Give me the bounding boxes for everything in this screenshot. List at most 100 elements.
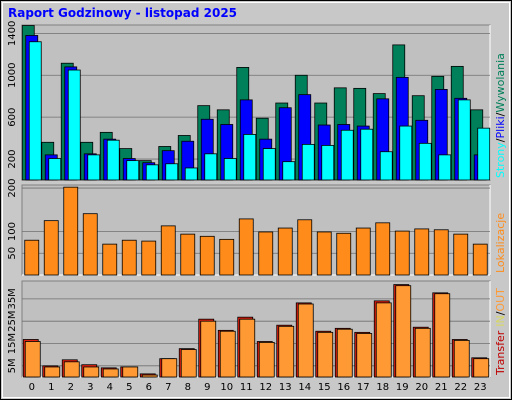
bar — [204, 153, 218, 181]
y-tick-label: 1400 — [7, 21, 18, 46]
bar — [63, 186, 79, 276]
bar — [297, 303, 314, 378]
bar — [399, 125, 413, 181]
bar — [82, 213, 98, 276]
bar — [453, 339, 470, 378]
bar — [340, 129, 354, 181]
bar — [375, 222, 391, 276]
x-tick-label: 18 — [376, 382, 389, 393]
bar — [219, 238, 235, 276]
bar — [199, 235, 215, 276]
y-tick-label: 50 — [7, 247, 18, 260]
bar — [414, 228, 430, 276]
legend-entry: Pliki — [494, 116, 507, 138]
x-tick-label: 2 — [68, 382, 74, 393]
x-tick-label: 0 — [29, 382, 35, 393]
bar — [336, 232, 352, 276]
bar — [282, 161, 296, 181]
legend-separator: / — [494, 311, 507, 315]
x-tick-label: 4 — [107, 382, 113, 393]
bar — [414, 327, 431, 378]
legend-entry: Wywolania — [494, 53, 507, 113]
axis-label: Transfer — [494, 330, 507, 376]
bar — [184, 167, 198, 181]
legend-entry: OUT — [494, 288, 507, 312]
bar — [457, 99, 471, 181]
x-tick-label: 8 — [185, 382, 191, 393]
x-tick-label: 13 — [279, 382, 292, 393]
bar — [48, 158, 62, 181]
bar — [121, 239, 137, 276]
legend-separator: / — [494, 112, 507, 116]
plot-area — [21, 184, 491, 276]
bar — [418, 142, 432, 181]
bar — [141, 374, 158, 378]
bar — [321, 145, 335, 181]
y-tick-label: 1000 — [7, 63, 18, 88]
bar — [87, 154, 101, 181]
x-tick-label: 12 — [259, 382, 272, 393]
legend-separator: / — [494, 138, 507, 142]
x-tick-label: 20 — [415, 382, 428, 393]
legend: Transfer IN/OUT — [494, 288, 507, 376]
legend-entry: IN — [494, 315, 507, 326]
x-tick-label: 14 — [298, 382, 311, 393]
bar — [67, 69, 81, 181]
bar — [24, 239, 40, 276]
bar — [102, 368, 119, 378]
bar — [453, 233, 469, 276]
bar — [277, 227, 293, 276]
x-tick-label: 19 — [396, 382, 409, 393]
x-tick-label: 1 — [48, 382, 54, 393]
bar — [43, 220, 59, 276]
legend: Lokalizacje — [494, 213, 507, 273]
bar — [438, 154, 452, 181]
bar — [180, 233, 196, 276]
y-tick-label: 35M — [7, 288, 18, 309]
bar — [297, 219, 313, 276]
x-tick-label: 9 — [204, 382, 210, 393]
bar — [301, 143, 315, 181]
bar — [258, 231, 274, 276]
x-tick-label: 10 — [220, 382, 233, 393]
bar — [239, 318, 256, 378]
legend-entry: Lokalizacje — [494, 213, 507, 273]
bar — [122, 366, 139, 378]
x-tick-label: 23 — [474, 382, 487, 393]
bar — [106, 139, 120, 181]
bar — [316, 231, 332, 276]
bar — [24, 341, 41, 378]
bar — [356, 333, 373, 378]
legend: Strony/Pliki/Wywolania — [494, 53, 507, 178]
bar — [200, 320, 217, 378]
x-tick-label: 22 — [454, 382, 467, 393]
bar — [394, 230, 410, 276]
y-tick-label: 100 — [7, 222, 18, 241]
bar — [165, 163, 179, 181]
y-tick-label: 200 — [7, 178, 18, 197]
bar — [379, 151, 393, 181]
bar — [375, 302, 392, 378]
x-tick-label: 3 — [87, 382, 93, 393]
bar — [223, 158, 237, 181]
y-tick-label: 600 — [7, 108, 18, 127]
bar — [141, 240, 157, 276]
bar — [317, 331, 334, 378]
bar — [243, 134, 257, 181]
bar — [63, 361, 80, 378]
y-tick-label: 25M — [7, 311, 18, 332]
bar — [433, 229, 449, 276]
x-tick-label: 21 — [435, 382, 448, 393]
bar — [278, 325, 295, 378]
bar — [258, 341, 275, 378]
legend-entry: Strony — [494, 142, 507, 178]
y-tick-label: 5M — [7, 358, 18, 373]
bar — [161, 358, 178, 378]
x-tick-label: 7 — [165, 382, 171, 393]
bar — [238, 218, 254, 276]
bar — [395, 285, 412, 378]
x-tick-label: 16 — [337, 382, 350, 393]
bar — [28, 41, 42, 181]
